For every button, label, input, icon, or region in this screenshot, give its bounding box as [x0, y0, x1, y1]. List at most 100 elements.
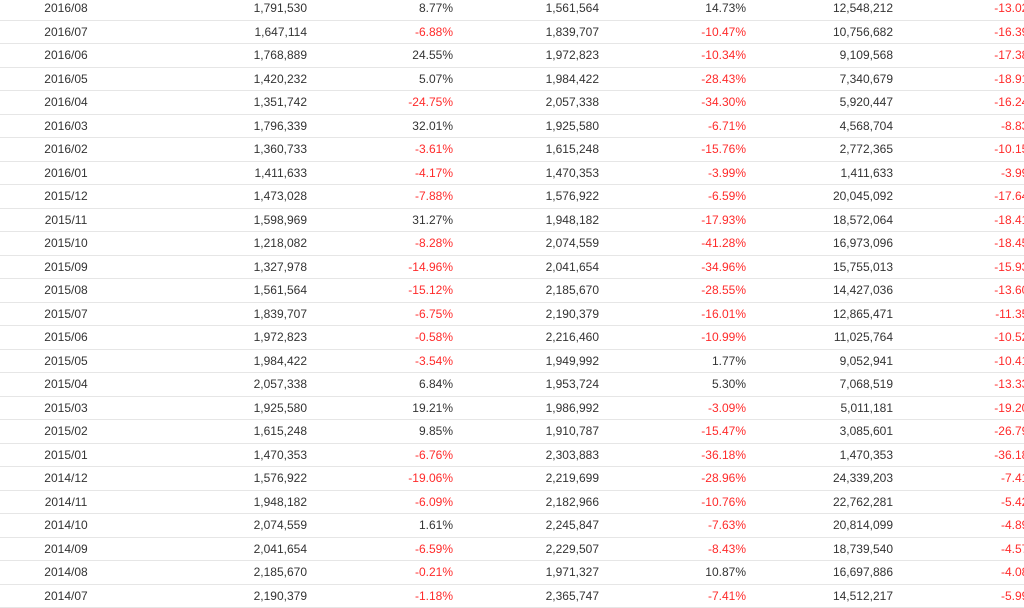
- table-row: 2016/04 1,351,742 -24.75% 2,057,338 -34.30% 5…: [0, 90, 1024, 115]
- cell-change-b: -8.43%: [599, 537, 746, 561]
- cell-value-c: 4,568,704: [746, 114, 893, 138]
- cell-month: 2015/05: [0, 349, 150, 373]
- cell-value-c: 14,427,036: [746, 278, 893, 303]
- cell-value-c: 20,814,099: [746, 513, 893, 538]
- table-row: 2016/07 1,647,114 -6.88% 1,839,707 -10.47% 10…: [0, 20, 1024, 44]
- cell-change-c: -10.41%: [893, 349, 1024, 373]
- cell-month: 2016/08: [0, 0, 150, 21]
- cell-value-a: 1,218,082: [150, 231, 307, 256]
- cell-month: 2014/09: [0, 537, 150, 561]
- cell-value-c: 15,755,013: [746, 255, 893, 279]
- cell-value-a: 1,791,530: [150, 0, 307, 21]
- cell-value-c: 10,756,682: [746, 20, 893, 44]
- cell-value-c: 1,411,633: [746, 161, 893, 185]
- cell-value-a: 1,598,969: [150, 208, 307, 232]
- cell-change-b: -28.96%: [599, 466, 746, 491]
- cell-value-a: 2,074,559: [150, 513, 307, 538]
- cell-month: 2016/01: [0, 161, 150, 185]
- cell-change-c: -5.42%: [893, 490, 1024, 514]
- cell-month: 2014/08: [0, 560, 150, 585]
- cell-change-b: -7.63%: [599, 513, 746, 538]
- cell-change-c: -13.33%: [893, 372, 1024, 397]
- cell-change-b: -28.55%: [599, 278, 746, 303]
- cell-change-a: -15.12%: [307, 278, 453, 303]
- cell-change-c: -18.91%: [893, 67, 1024, 91]
- cell-change-a: -1.18%: [307, 584, 453, 608]
- cell-change-b: -10.47%: [599, 20, 746, 44]
- cell-value-a: 1,615,248: [150, 419, 307, 444]
- cell-value-b: 2,190,379: [453, 302, 599, 326]
- cell-value-b: 2,229,507: [453, 537, 599, 561]
- cell-value-a: 1,647,114: [150, 20, 307, 44]
- cell-change-b: -41.28%: [599, 231, 746, 256]
- cell-value-a: 1,411,633: [150, 161, 307, 185]
- cell-change-b: 10.87%: [599, 560, 746, 585]
- cell-change-a: -14.96%: [307, 255, 453, 279]
- cell-change-c: -10.15%: [893, 137, 1024, 162]
- cell-change-b: -36.18%: [599, 443, 746, 467]
- cell-change-a: -6.76%: [307, 443, 453, 467]
- cell-month: 2015/04: [0, 372, 150, 397]
- cell-value-c: 2,772,365: [746, 137, 893, 162]
- table-row: 2016/01 1,411,633 -4.17% 1,470,353 -3.99% 1,4…: [0, 161, 1024, 185]
- table-row: 2015/11 1,598,969 31.27% 1,948,182 -17.93% 18…: [0, 208, 1024, 232]
- cell-month: 2014/11: [0, 490, 150, 514]
- cell-month: 2016/02: [0, 137, 150, 162]
- cell-value-b: 1,576,922: [453, 184, 599, 209]
- cell-change-b: 1.77%: [599, 349, 746, 373]
- cell-value-a: 2,185,670: [150, 560, 307, 585]
- cell-value-b: 2,041,654: [453, 255, 599, 279]
- cell-value-c: 16,973,096: [746, 231, 893, 256]
- cell-month: 2014/10: [0, 513, 150, 538]
- cell-change-b: -34.30%: [599, 90, 746, 115]
- cell-value-c: 7,340,679: [746, 67, 893, 91]
- cell-change-b: -17.93%: [599, 208, 746, 232]
- cell-change-c: -11.35%: [893, 302, 1024, 326]
- cell-value-b: 1,986,992: [453, 396, 599, 420]
- cell-change-c: -15.93%: [893, 255, 1024, 279]
- cell-change-b: -15.76%: [599, 137, 746, 162]
- cell-value-b: 1,948,182: [453, 208, 599, 232]
- table-row: 2015/02 1,615,248 9.85% 1,910,787 -15.47% 3,0…: [0, 419, 1024, 444]
- cell-change-a: 5.07%: [307, 67, 453, 91]
- cell-month: 2016/04: [0, 90, 150, 115]
- cell-value-c: 18,739,540: [746, 537, 893, 561]
- cell-value-a: 1,360,733: [150, 137, 307, 162]
- table-row: 2014/11 1,948,182 -6.09% 2,182,966 -10.76% 22…: [0, 490, 1024, 514]
- cell-value-b: 2,182,966: [453, 490, 599, 514]
- cell-value-b: 1,925,580: [453, 114, 599, 138]
- table-row: 2015/10 1,218,082 -8.28% 2,074,559 -41.28% 16…: [0, 231, 1024, 256]
- cell-value-c: 24,339,203: [746, 466, 893, 491]
- cell-value-a: 2,057,338: [150, 372, 307, 397]
- cell-value-c: 5,920,447: [746, 90, 893, 115]
- table-row: 2015/05 1,984,422 -3.54% 1,949,992 1.77% 9,05…: [0, 349, 1024, 373]
- cell-value-c: 16,697,886: [746, 560, 893, 585]
- cell-change-c: -13.02%: [893, 0, 1024, 21]
- cell-change-a: -6.88%: [307, 20, 453, 44]
- table-row: 2014/12 1,576,922 -19.06% 2,219,699 -28.96% 2…: [0, 466, 1024, 491]
- table-row: 2016/03 1,796,339 32.01% 1,925,580 -6.71% 4,5…: [0, 114, 1024, 138]
- table-row: 2014/08 2,185,670 -0.21% 1,971,327 10.87% 16,…: [0, 560, 1024, 585]
- cell-change-b: -34.96%: [599, 255, 746, 279]
- cell-change-a: 9.85%: [307, 419, 453, 444]
- cell-change-b: -15.47%: [599, 419, 746, 444]
- cell-change-b: 14.73%: [599, 0, 746, 21]
- cell-change-b: -3.99%: [599, 161, 746, 185]
- cell-month: 2015/06: [0, 325, 150, 350]
- table-row: 2016/08 1,791,530 8.77% 1,561,564 14.73% 12,5…: [0, 0, 1024, 21]
- cell-value-c: 22,762,281: [746, 490, 893, 514]
- cell-change-a: 6.84%: [307, 372, 453, 397]
- cell-value-a: 1,576,922: [150, 466, 307, 491]
- cell-value-c: 14,512,217: [746, 584, 893, 608]
- table-row: 2015/03 1,925,580 19.21% 1,986,992 -3.09% 5,0…: [0, 396, 1024, 420]
- cell-change-a: -7.88%: [307, 184, 453, 209]
- cell-value-a: 1,561,564: [150, 278, 307, 303]
- cell-change-c: -26.79%: [893, 419, 1024, 444]
- cell-change-c: -7.41%: [893, 466, 1024, 491]
- cell-value-c: 3,085,601: [746, 419, 893, 444]
- cell-change-a: -4.17%: [307, 161, 453, 185]
- cell-value-a: 1,948,182: [150, 490, 307, 514]
- cell-change-c: -4.89%: [893, 513, 1024, 538]
